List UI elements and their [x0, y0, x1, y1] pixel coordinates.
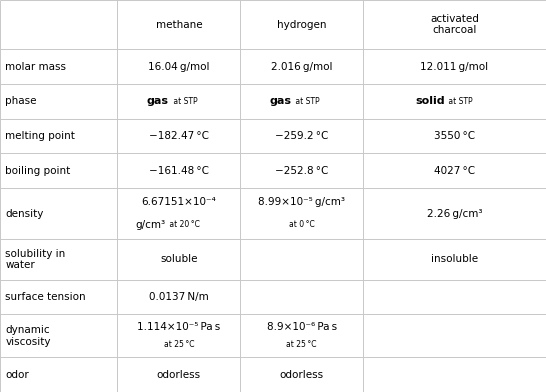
Text: melting point: melting point — [5, 131, 75, 141]
Text: density: density — [5, 209, 44, 219]
Text: at STP: at STP — [447, 97, 473, 106]
Text: 2.26 g/cm³: 2.26 g/cm³ — [427, 209, 482, 219]
Text: 0.0137 N/m: 0.0137 N/m — [149, 292, 209, 302]
Text: hydrogen: hydrogen — [277, 20, 327, 30]
Text: 2.016 g/mol: 2.016 g/mol — [271, 62, 333, 72]
Text: at 25 °C: at 25 °C — [164, 340, 194, 349]
Text: molar mass: molar mass — [5, 62, 67, 72]
Text: at 0 °C: at 0 °C — [289, 220, 314, 229]
Text: 8.9×10⁻⁶ Pa s: 8.9×10⁻⁶ Pa s — [266, 322, 337, 332]
Text: −259.2 °C: −259.2 °C — [275, 131, 328, 141]
Text: at 25 °C: at 25 °C — [287, 340, 317, 349]
Text: gas: gas — [270, 96, 292, 106]
Text: solid: solid — [415, 96, 444, 106]
Text: at 20 °C: at 20 °C — [167, 220, 200, 229]
Text: insoluble: insoluble — [431, 254, 478, 264]
Text: solubility in
water: solubility in water — [5, 249, 66, 270]
Text: g/cm³: g/cm³ — [135, 220, 165, 230]
Text: odor: odor — [5, 370, 29, 380]
Text: methane: methane — [156, 20, 202, 30]
Text: odorless: odorless — [157, 370, 201, 380]
Text: dynamic
viscosity: dynamic viscosity — [5, 325, 51, 347]
Text: boiling point: boiling point — [5, 166, 71, 176]
Text: soluble: soluble — [160, 254, 198, 264]
Text: 12.011 g/mol: 12.011 g/mol — [420, 62, 489, 72]
Text: odorless: odorless — [280, 370, 324, 380]
Text: −182.47 °C: −182.47 °C — [149, 131, 209, 141]
Text: at STP: at STP — [170, 97, 197, 106]
Text: gas: gas — [147, 96, 169, 106]
Text: 16.04 g/mol: 16.04 g/mol — [148, 62, 210, 72]
Text: surface tension: surface tension — [5, 292, 86, 302]
Text: activated
charcoal: activated charcoal — [430, 14, 479, 35]
Text: at STP: at STP — [294, 97, 320, 106]
Text: 1.114×10⁻⁵ Pa s: 1.114×10⁻⁵ Pa s — [137, 322, 221, 332]
Text: 3550 °C: 3550 °C — [434, 131, 475, 141]
Text: −252.8 °C: −252.8 °C — [275, 166, 328, 176]
Text: 4027 °C: 4027 °C — [434, 166, 475, 176]
Text: phase: phase — [5, 96, 37, 106]
Text: −161.48 °C: −161.48 °C — [149, 166, 209, 176]
Text: 6.67151×10⁻⁴: 6.67151×10⁻⁴ — [141, 197, 216, 207]
Text: 8.99×10⁻⁵ g/cm³: 8.99×10⁻⁵ g/cm³ — [258, 197, 345, 207]
